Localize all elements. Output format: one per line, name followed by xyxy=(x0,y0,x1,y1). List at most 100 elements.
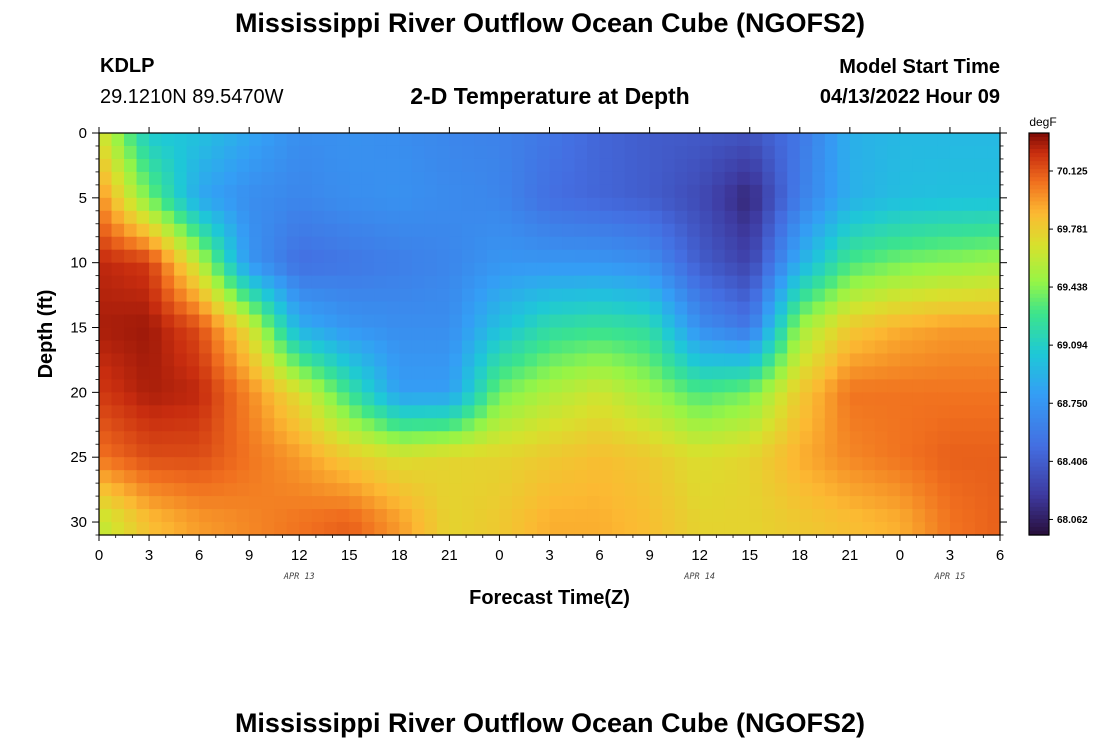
heatmap-cell xyxy=(274,288,288,303)
heatmap-cell xyxy=(774,301,788,316)
heatmap-cell xyxy=(637,470,651,484)
heatmap-cell xyxy=(937,275,951,290)
heatmap-cell xyxy=(299,405,313,419)
heatmap-cell xyxy=(824,483,838,497)
heatmap-cell xyxy=(161,522,175,536)
heatmap-cell xyxy=(749,496,763,510)
heatmap-cell xyxy=(474,171,488,186)
heatmap-cell xyxy=(236,145,250,160)
heatmap-cell xyxy=(436,262,450,277)
heatmap-cell xyxy=(449,392,463,406)
heatmap-cell xyxy=(311,379,325,393)
heatmap-cell xyxy=(924,522,939,536)
heatmap-cell xyxy=(612,470,626,484)
heatmap-cell xyxy=(974,444,989,458)
heatmap-cell xyxy=(762,392,776,406)
heatmap-cell xyxy=(299,275,313,290)
heatmap-cell xyxy=(349,496,363,510)
heatmap-cell xyxy=(662,405,676,419)
heatmap-cell xyxy=(749,210,763,225)
heatmap-cell xyxy=(286,288,300,303)
heatmap-cell xyxy=(311,158,325,173)
heatmap-cell xyxy=(511,223,526,238)
heatmap-cell xyxy=(624,314,638,329)
heatmap-cell xyxy=(449,288,463,303)
heatmap-cell xyxy=(224,522,238,536)
heatmap-cell xyxy=(261,470,275,484)
heatmap-cell xyxy=(737,327,751,342)
heatmap-cell xyxy=(637,431,651,445)
heatmap-cell xyxy=(361,288,375,303)
heatmap-cell xyxy=(249,340,263,355)
colorbar-segment xyxy=(1029,446,1049,452)
heatmap-cell xyxy=(599,392,613,406)
heatmap-cell xyxy=(499,444,513,458)
heatmap-cell xyxy=(962,249,976,264)
heatmap-cell xyxy=(486,184,501,199)
heatmap-cell xyxy=(324,288,338,303)
colorbar-segment xyxy=(1029,358,1049,363)
heatmap-cell xyxy=(837,444,851,458)
x-tick-label: 9 xyxy=(245,547,253,564)
heatmap-cell xyxy=(887,314,901,329)
heatmap-cell xyxy=(149,327,163,342)
heatmap-cell xyxy=(324,301,338,316)
heatmap-cell xyxy=(899,158,913,173)
heatmap-cell xyxy=(724,301,738,316)
heatmap-cell xyxy=(699,509,713,523)
heatmap-cell xyxy=(211,133,225,147)
heatmap-cell xyxy=(524,133,538,147)
heatmap-cell xyxy=(774,353,788,368)
heatmap-cell xyxy=(762,249,776,264)
heatmap-cell xyxy=(286,522,300,536)
heatmap-cell xyxy=(336,197,350,212)
heatmap-cell xyxy=(99,353,113,368)
heatmap-cell xyxy=(724,197,738,212)
heatmap-cell xyxy=(161,249,175,264)
heatmap-cell xyxy=(712,184,726,199)
heatmap-cell xyxy=(349,184,363,199)
heatmap-cell xyxy=(424,184,438,199)
heatmap-cell xyxy=(874,418,888,432)
heatmap-cell xyxy=(562,522,576,536)
heatmap-cell xyxy=(662,184,676,199)
heatmap-cell xyxy=(536,327,551,342)
heatmap-cell xyxy=(286,327,300,342)
heatmap-cell xyxy=(912,379,926,393)
heatmap-cell xyxy=(612,392,626,406)
heatmap-cell xyxy=(974,483,989,497)
heatmap-cell xyxy=(386,184,400,199)
heatmap-cell xyxy=(837,327,851,342)
heatmap-cell xyxy=(812,366,826,380)
heatmap-cell xyxy=(824,522,838,536)
heatmap-cell xyxy=(687,145,701,160)
heatmap-cell xyxy=(962,275,976,290)
heatmap-cell xyxy=(486,236,501,251)
heatmap-cell xyxy=(662,379,676,393)
heatmap-cell xyxy=(324,197,338,212)
heatmap-cell xyxy=(399,210,413,225)
heatmap-cell xyxy=(637,509,651,523)
heatmap-cell xyxy=(186,418,200,432)
heatmap-cell xyxy=(824,145,838,160)
heatmap-cell xyxy=(236,340,250,355)
heatmap-cell xyxy=(662,262,676,277)
heatmap-cell xyxy=(374,379,388,393)
heatmap-cell xyxy=(186,236,200,251)
heatmap-cell xyxy=(286,366,300,380)
heatmap-cell xyxy=(261,366,275,380)
heatmap-cell xyxy=(749,379,763,393)
heatmap-cell xyxy=(299,301,313,316)
heatmap-cell xyxy=(949,366,964,380)
heatmap-cell xyxy=(699,392,713,406)
heatmap-cell xyxy=(174,496,188,510)
heatmap-cell xyxy=(849,171,863,186)
heatmap-cell xyxy=(461,171,476,186)
heatmap-cell xyxy=(862,522,876,536)
heatmap-cell xyxy=(924,184,939,199)
heatmap-cell xyxy=(224,509,238,523)
heatmap-cell xyxy=(311,483,325,497)
heatmap-cell xyxy=(624,444,638,458)
heatmap-cell xyxy=(386,301,400,316)
heatmap-cell xyxy=(274,340,288,355)
